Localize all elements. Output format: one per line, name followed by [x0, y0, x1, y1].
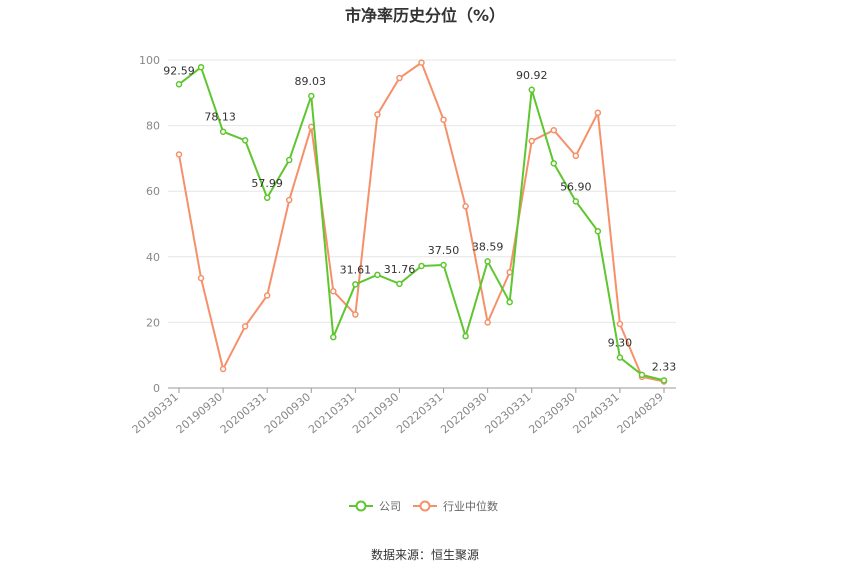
data-point	[197, 274, 205, 282]
data-label: 56.90	[560, 180, 592, 193]
data-point	[308, 92, 315, 100]
data-point	[241, 323, 249, 330]
data-label: 31.76	[384, 263, 416, 276]
data-point	[330, 333, 337, 341]
data-point	[197, 63, 205, 71]
data-label: 92.59	[163, 64, 195, 77]
legend-label: 行业中位数	[443, 499, 498, 513]
x-tick-label: 20200930	[262, 390, 313, 436]
y-tick-label: 80	[146, 120, 160, 133]
y-tick-label: 40	[146, 251, 160, 264]
data-point	[550, 126, 558, 134]
series-line	[178, 66, 665, 382]
data-point	[374, 271, 381, 279]
data-point	[506, 298, 513, 306]
data-point	[285, 196, 293, 204]
data-point	[616, 320, 624, 328]
data-point	[638, 371, 646, 379]
data-label: 89.03	[295, 75, 327, 88]
data-point	[528, 86, 535, 94]
x-tick-label: 20190930	[174, 390, 225, 436]
data-point	[462, 203, 469, 210]
y-tick-label: 20	[146, 316, 160, 329]
data-label: 9.30	[608, 336, 633, 349]
x-tick-label: 20210331	[306, 390, 357, 436]
data-point	[418, 59, 425, 66]
data-point	[352, 311, 359, 318]
data-point	[440, 261, 447, 269]
data-point	[219, 365, 227, 373]
data-label: 78.13	[204, 111, 236, 124]
x-tick-label: 20240331	[571, 390, 622, 436]
y-tick-label: 0	[153, 382, 160, 395]
data-point	[660, 377, 668, 384]
x-tick-label: 20220331	[394, 390, 445, 436]
y-tick-label: 60	[146, 185, 160, 198]
data-point	[241, 137, 249, 144]
data-label: 38.59	[472, 240, 504, 253]
data-point	[528, 137, 535, 145]
data-point	[418, 262, 425, 270]
annotation-layer: 92.59 78.13 57.99 89.03 31.61 31.76 37.50 38.59…	[163, 64, 676, 373]
data-point	[374, 111, 381, 118]
data-point	[550, 160, 558, 167]
data-point	[285, 156, 293, 164]
data-point	[594, 109, 602, 117]
legend-item-industry-median[interactable]: 行业中位数	[413, 499, 498, 513]
chart-title: 市净率历史分位（%）	[345, 6, 505, 25]
source-note: 数据来源：恒生聚源	[371, 547, 479, 562]
x-tick-label: 20230930	[526, 390, 577, 436]
series-company	[175, 63, 668, 384]
data-point	[484, 258, 491, 265]
data-point	[330, 287, 337, 295]
data-point	[352, 281, 359, 288]
x-tick-label: 20200331	[218, 390, 269, 436]
data-point	[462, 332, 469, 340]
legend-item-company[interactable]: 公司	[349, 500, 401, 513]
x-tick-label: 20240829	[615, 390, 666, 436]
data-point	[219, 128, 227, 135]
data-point	[396, 74, 403, 82]
data-point	[175, 151, 183, 158]
x-tick-label: 20220930	[438, 390, 489, 436]
x-tick-label: 20190331	[130, 390, 181, 436]
data-label: 37.50	[428, 244, 460, 257]
grid-lines	[168, 59, 676, 323]
data-point	[263, 292, 271, 299]
data-point	[396, 280, 403, 288]
data-point	[175, 81, 183, 88]
data-point	[484, 319, 491, 326]
legend-marker	[419, 500, 431, 512]
data-label: 31.61	[340, 263, 372, 276]
data-point	[440, 116, 447, 123]
series-industry-median	[175, 59, 668, 385]
x-tick-label: 20210930	[350, 390, 401, 436]
y-tick-label: 100	[139, 54, 160, 67]
series-layer	[175, 59, 668, 385]
data-point	[594, 227, 602, 235]
data-label: 2.33	[652, 360, 677, 373]
data-label: 57.99	[251, 177, 283, 190]
data-point	[506, 268, 513, 276]
x-tick-label: 20230331	[482, 390, 533, 436]
legend-label: 公司	[379, 500, 401, 513]
legend-marker	[355, 500, 367, 512]
legend[interactable]: 公司 行业中位数	[349, 499, 498, 513]
data-point	[572, 152, 580, 160]
data-label: 90.92	[516, 69, 548, 82]
data-point	[572, 198, 580, 205]
data-point	[616, 354, 624, 361]
data-point	[263, 194, 271, 202]
